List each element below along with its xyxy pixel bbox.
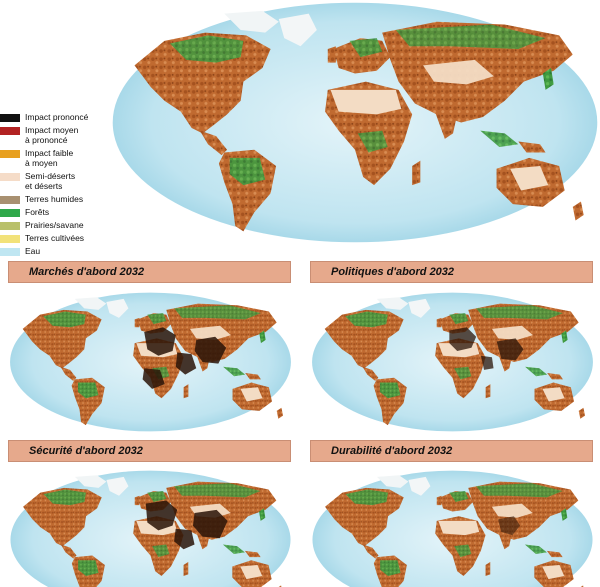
impact-overlay	[498, 516, 521, 536]
legend-swatch	[0, 196, 20, 204]
legend-swatch	[0, 127, 20, 135]
legend-item-deserts: Semi-déserts et déserts	[0, 171, 125, 191]
legend-label: Prairies/savane	[25, 220, 84, 230]
legend-item-terres-humides: Terres humides	[0, 194, 125, 204]
legend-label: Impact faible à moyen	[25, 148, 74, 168]
scenario-title: Marchés d'abord 2032	[29, 266, 145, 278]
map-securite-2032	[10, 470, 291, 587]
scenario-title: Sécurité d'abord 2032	[29, 445, 143, 457]
legend-swatch	[0, 173, 20, 181]
legend-label: Forêts	[25, 207, 50, 217]
map-politiques-2032	[312, 292, 593, 432]
legend-label: Terres humides	[25, 194, 84, 204]
legend-label: Impact prononcé	[25, 112, 89, 122]
legend-label: Eau	[25, 246, 41, 256]
legend-item-impact-faible: Impact faible à moyen	[0, 148, 125, 168]
scenario-band-securite: Sécurité d'abord 2032	[8, 440, 291, 462]
scenario-band-marches: Marchés d'abord 2032	[8, 261, 291, 283]
legend-item-impact-moyen: Impact moyen à prononcé	[0, 125, 125, 145]
impact-overlay	[145, 500, 228, 550]
scenario-band-politiques: Politiques d'abord 2032	[310, 261, 593, 283]
scenario-title: Politiques d'abord 2032	[331, 266, 455, 278]
legend-item-prairies: Prairies/savane	[0, 220, 125, 230]
legend-swatch	[0, 114, 20, 122]
legend-item-terres-cultivees: Terres cultivées	[0, 233, 125, 243]
legend-label: Terres cultivées	[25, 233, 85, 243]
main-world-map	[112, 2, 598, 243]
legend-swatch	[0, 209, 20, 217]
scenario-band-durabilite: Durabilité d'abord 2032	[310, 440, 593, 462]
legend-label: Impact moyen à prononcé	[25, 125, 79, 145]
scenario-title: Durabilité d'abord 2032	[331, 445, 453, 457]
legend-swatch	[0, 235, 20, 243]
legend-swatch	[0, 248, 20, 256]
legend-swatch	[0, 150, 20, 158]
legend-swatch	[0, 222, 20, 230]
legend-item-forets: Forêts	[0, 207, 125, 217]
map-marches-2032	[10, 292, 291, 432]
impact-overlay	[142, 327, 227, 389]
legend-label: Semi-déserts et déserts	[25, 171, 76, 191]
legend: Impact prononcé Impact moyen à prononcé …	[0, 112, 125, 259]
legend-item-impact-prononce: Impact prononcé	[0, 112, 125, 122]
legend-item-eau: Eau	[0, 246, 125, 256]
impact-overlay	[449, 327, 524, 370]
map-durabilite-2032	[312, 470, 593, 587]
